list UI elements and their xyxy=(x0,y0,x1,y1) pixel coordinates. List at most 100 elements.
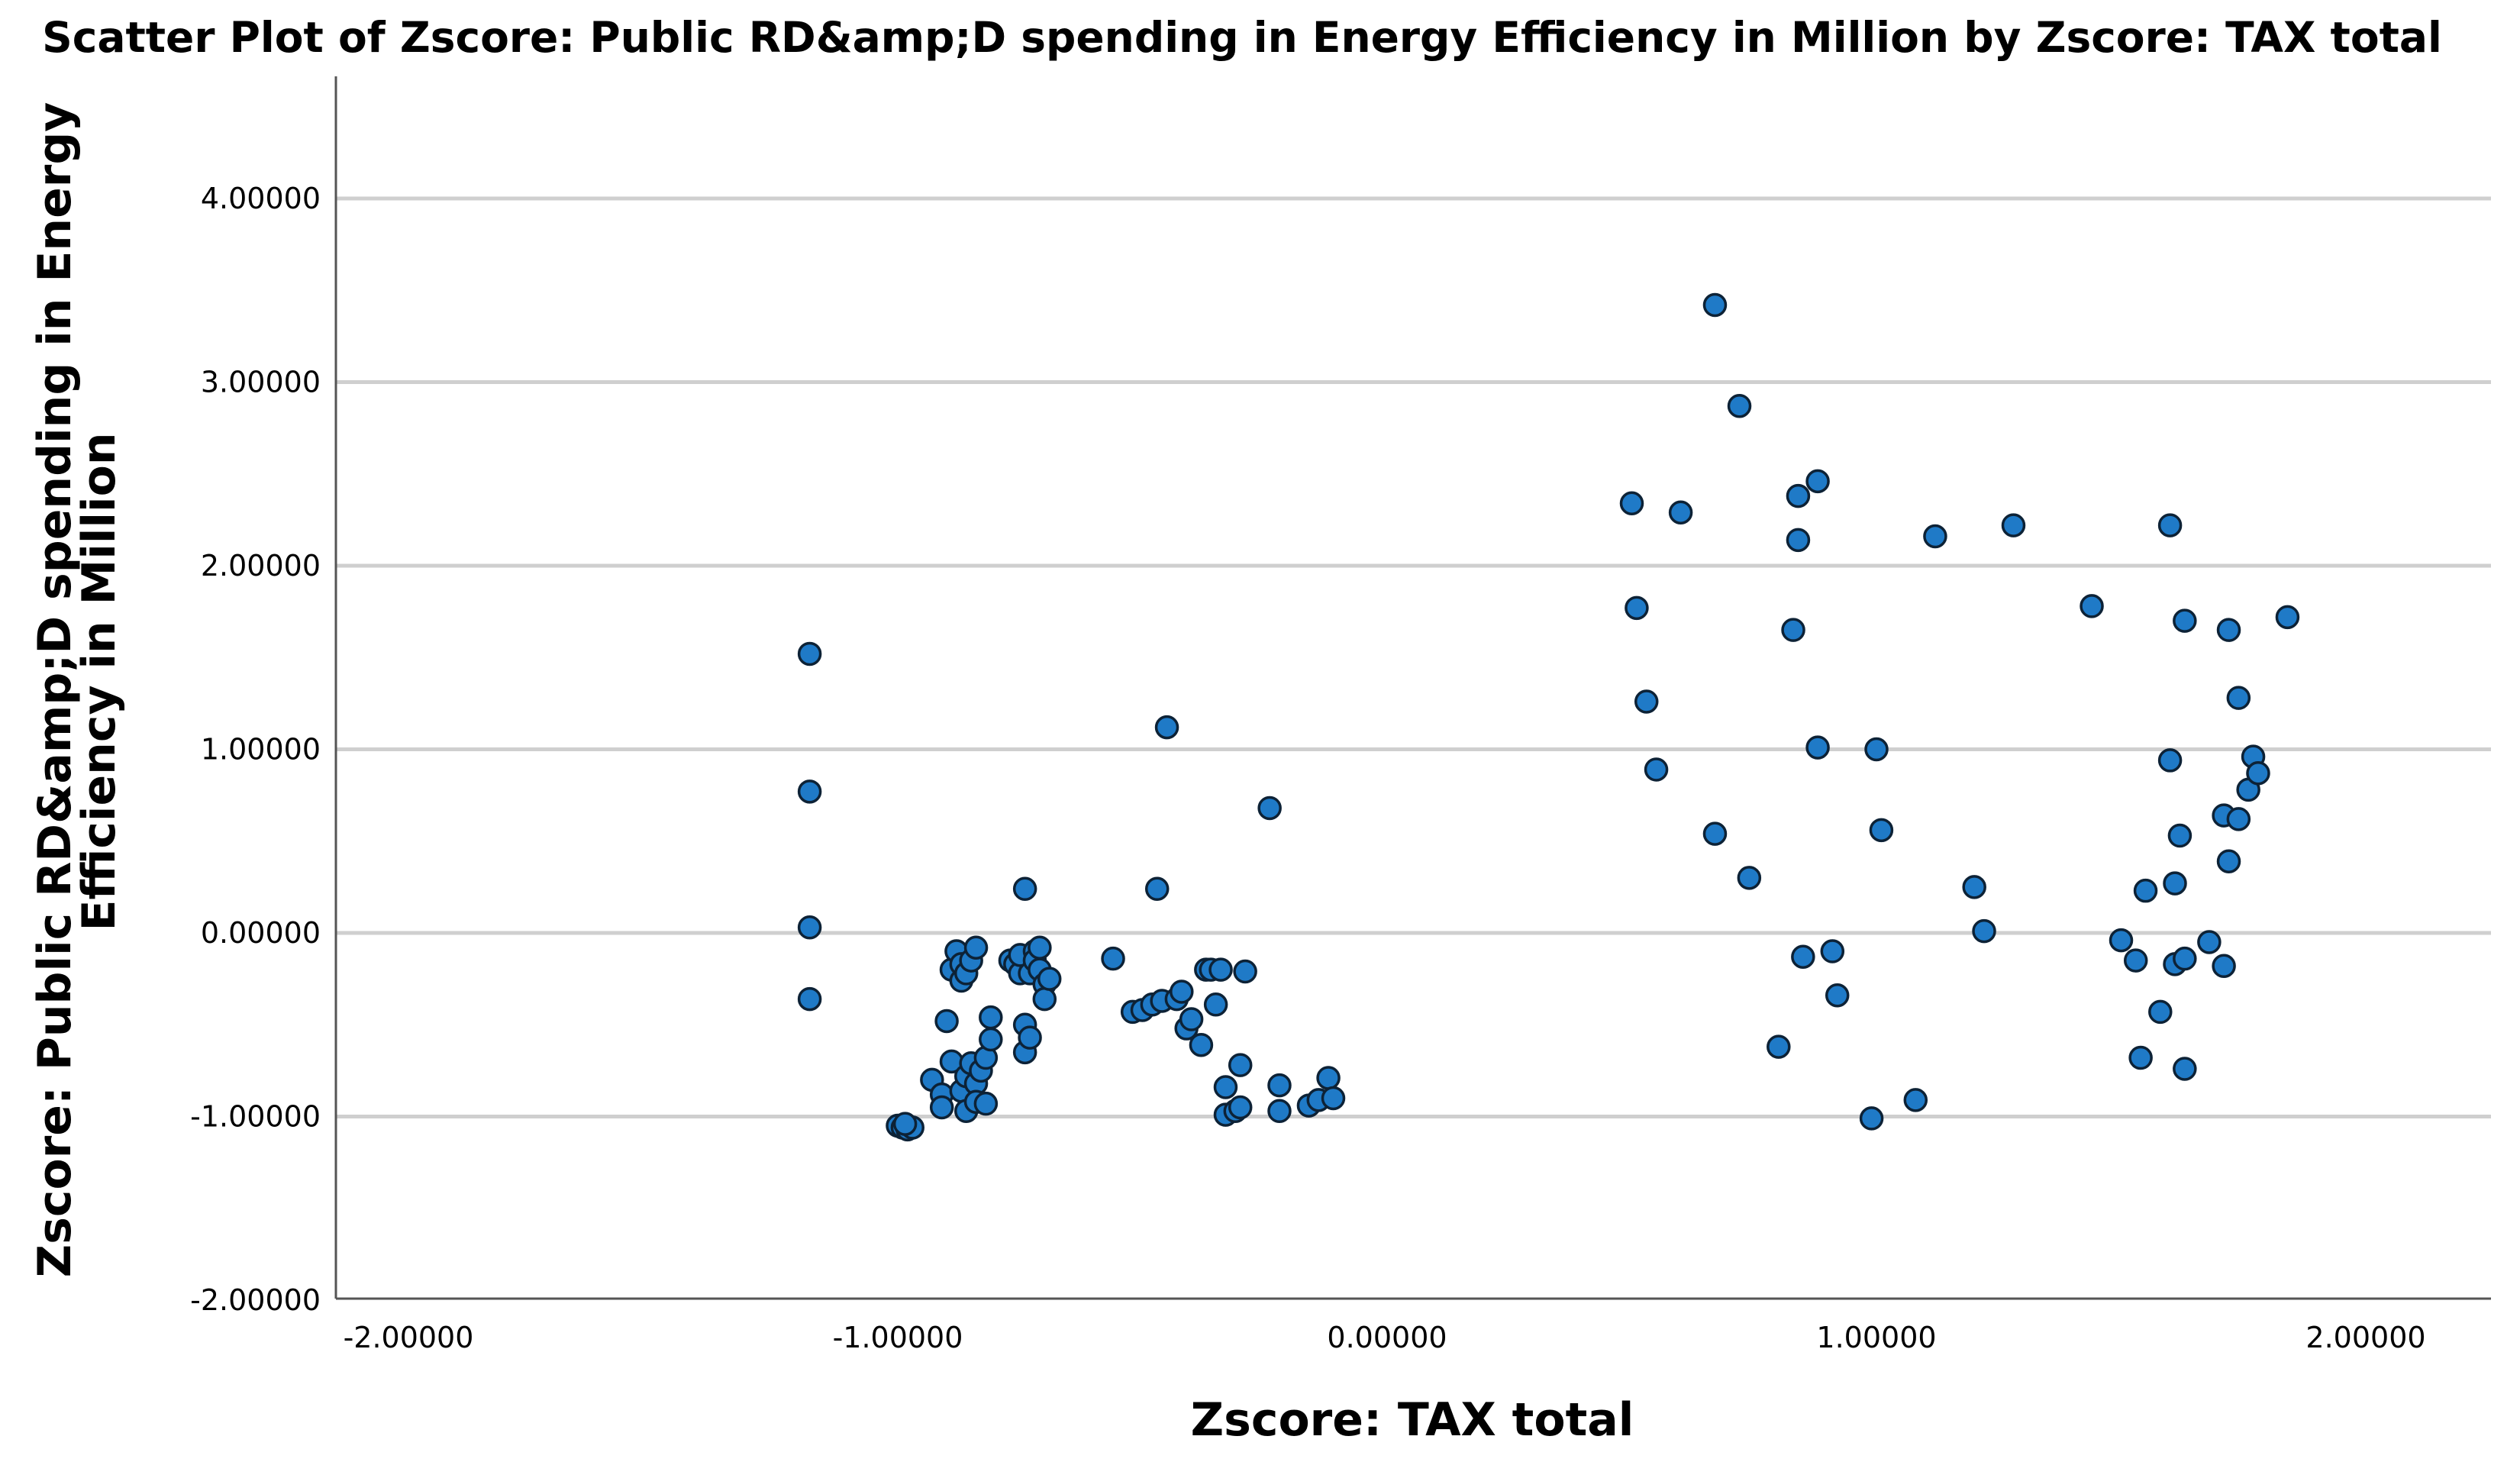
y-axis-title: Zscore: Public RD&amp;D spending in Ener… xyxy=(28,86,126,1278)
scatter-point xyxy=(979,1027,1003,1052)
scatter-point xyxy=(797,779,822,804)
scatter-point xyxy=(1923,524,1947,549)
y-tick-labels: -2.00000 -1.00000 0.00000 1.00000 2.00000 3.0… xyxy=(190,182,321,1317)
scatter-point xyxy=(892,1112,918,1136)
y-tick-label: 1.00000 xyxy=(201,733,321,767)
scatter-point xyxy=(2173,608,2197,633)
scatter-point xyxy=(1321,1086,1346,1111)
scatter-point xyxy=(1012,876,1037,902)
scatter-point xyxy=(1786,528,1811,553)
y-axis-title-line-2: Efficiency in Million xyxy=(73,432,126,931)
chart-title: Scatter Plot of Zscore: Public RD&amp;D … xyxy=(42,13,2442,62)
scatter-point xyxy=(1972,918,1996,944)
scatter-point xyxy=(2226,686,2251,710)
scatter-point xyxy=(2157,513,2183,537)
scatter-point xyxy=(2216,618,2241,642)
scatter-point xyxy=(1825,983,1850,1008)
x-tick-label: -2.00000 xyxy=(344,1321,474,1354)
scatter-point xyxy=(1634,689,1659,714)
scatter-point xyxy=(1316,1066,1341,1090)
y-tick-label: 4.00000 xyxy=(201,182,321,215)
scatter-point xyxy=(1233,959,1257,984)
scatter-point xyxy=(2216,849,2241,873)
scatter-point xyxy=(1619,491,1644,515)
scatter-point xyxy=(1154,715,1179,740)
scatter-point xyxy=(2123,948,2148,973)
scatter-point xyxy=(2128,1045,2153,1070)
y-tick-label: 2.00000 xyxy=(201,549,321,583)
x-tick-label: 2.00000 xyxy=(2305,1321,2425,1354)
scatter-point xyxy=(1203,992,1228,1017)
scatter-point xyxy=(1101,946,1125,971)
y-tick-label: -1.00000 xyxy=(190,1100,321,1134)
scatter-point xyxy=(1208,957,1233,982)
y-tick-label: -2.00000 xyxy=(190,1283,321,1317)
scatter-point xyxy=(1903,1088,1928,1112)
scatter-point xyxy=(1737,866,1762,890)
scatter-point xyxy=(1267,1099,1292,1124)
x-tick-label: 1.00000 xyxy=(1816,1321,1936,1354)
scatter-point xyxy=(1032,986,1057,1012)
x-tick-labels: -2.00000 -1.00000 0.00000 1.00000 2.00000 xyxy=(344,1321,2426,1354)
scatter-point xyxy=(2246,761,2270,786)
scatter-point xyxy=(963,935,989,960)
data-points xyxy=(797,292,2300,1142)
y-tick-label: 0.00000 xyxy=(201,916,321,950)
scatter-point xyxy=(1859,1106,1884,1131)
scatter-point xyxy=(2167,823,2192,848)
y-tick-label: 3.00000 xyxy=(201,366,321,399)
scatter-point xyxy=(1228,1053,1253,1077)
scatter-point xyxy=(1228,1095,1253,1120)
scatter-point xyxy=(929,1095,954,1120)
scatter-point xyxy=(1805,469,1830,494)
scatter-point xyxy=(1869,818,1894,843)
scatter-point xyxy=(1820,939,1845,963)
x-tick-label: -1.00000 xyxy=(833,1321,963,1354)
scatter-point xyxy=(1018,1025,1042,1050)
y-axis-title-line-1: Zscore: Public RD&amp;D spending in Ener… xyxy=(28,102,82,1278)
scatter-point xyxy=(2133,878,2158,903)
scatter-point xyxy=(1864,737,1889,762)
scatter-point xyxy=(1179,1007,1204,1031)
scatter-point xyxy=(797,915,822,940)
axes xyxy=(334,76,2491,1300)
scatter-point xyxy=(1213,1075,1238,1099)
scatter-point xyxy=(2197,930,2222,954)
scatter-point xyxy=(1037,967,1062,991)
scatter-point xyxy=(2226,807,2251,831)
scatter-point xyxy=(1028,935,1052,960)
scatter-point xyxy=(1267,1073,1292,1098)
scatter-point xyxy=(1781,618,1805,642)
x-axis-title: Zscore: TAX total xyxy=(1191,1393,1634,1447)
scatter-point xyxy=(1767,1034,1791,1059)
scatter-point xyxy=(797,986,822,1012)
scatter-point xyxy=(2173,1057,2197,1081)
gridlines xyxy=(336,196,2491,1118)
scatter-point xyxy=(797,641,822,666)
scatter-point xyxy=(2212,954,2236,979)
x-tick-label: 0.00000 xyxy=(1327,1321,1447,1354)
scatter-point xyxy=(2173,946,2197,971)
scatter-point xyxy=(1170,980,1194,1004)
scatter-point xyxy=(2157,748,2183,773)
scatter-point xyxy=(1805,735,1830,760)
scatter-point xyxy=(1962,875,1986,899)
scatter-point xyxy=(979,1005,1003,1030)
scatter-point xyxy=(1668,500,1693,525)
scatter-point xyxy=(1791,944,1815,970)
scatter-point xyxy=(1144,876,1170,902)
scatter-point xyxy=(1702,821,1728,846)
scatter-point xyxy=(1257,796,1282,821)
scatter-point xyxy=(2080,594,2104,618)
scatter-point xyxy=(2163,871,2187,896)
scatter-point xyxy=(1625,595,1649,621)
scatter-point xyxy=(2275,605,2300,630)
scatter-point xyxy=(2001,513,2026,537)
scatter-point xyxy=(1644,757,1669,782)
scatter-point xyxy=(1702,292,1728,318)
scatter-point xyxy=(1727,394,1752,418)
scatter-point xyxy=(1189,1032,1214,1057)
scatter-point xyxy=(1786,483,1811,508)
scatter-point xyxy=(973,1091,999,1116)
